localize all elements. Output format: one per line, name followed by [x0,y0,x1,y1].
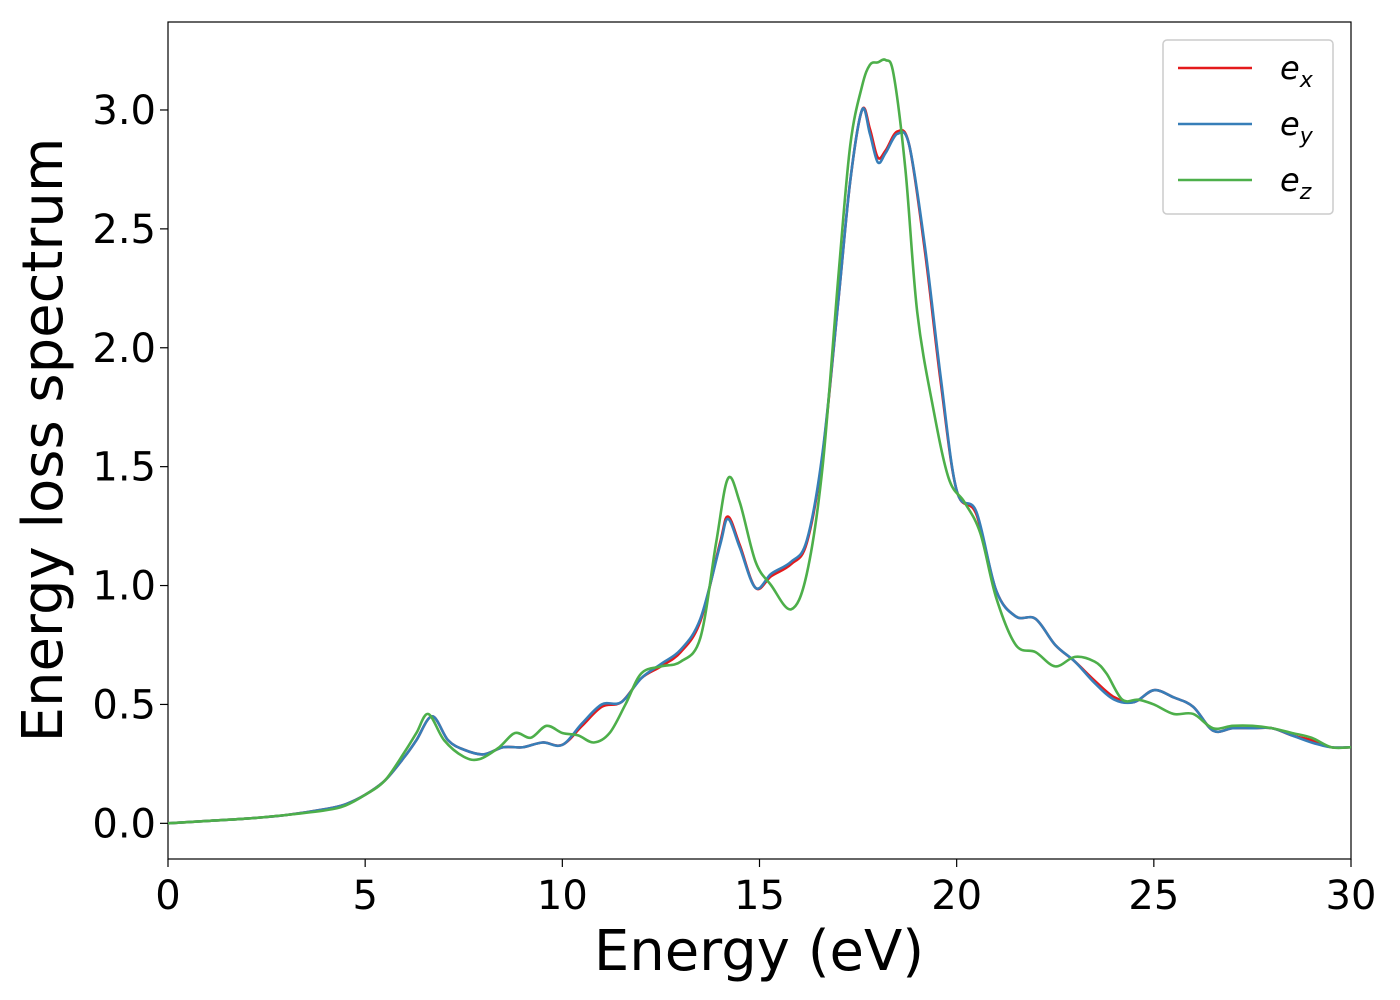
legend-label-z: ez [1280,161,1312,205]
x-tick-label: 20 [931,873,982,919]
y-tick-label: 2.0 [92,326,156,372]
y-tick-label: 2.5 [92,207,156,253]
y-tick-label: 3.0 [92,88,156,134]
x-tick-label: 0 [155,873,180,919]
y-tick-label: 1.5 [92,445,156,491]
legend-label-base: e [1280,161,1300,199]
legend-label-subscript: z [1299,180,1312,205]
x-axis-label: Energy (eV) [594,919,924,984]
legend-label-subscript: x [1299,68,1314,93]
legend-label-base: e [1280,49,1300,87]
legend-label-subscript: y [1299,124,1314,149]
y-tick-label: 0.5 [92,682,156,728]
series-line-z [167,58,1352,825]
legend-frame [1162,39,1334,215]
x-tick-label: 10 [537,873,588,919]
y-axis-label: Energy loss spectrum [11,138,76,743]
legend-label-y: ey [1280,105,1314,149]
y-tick-label: 1.0 [92,564,156,610]
series-layer [167,58,1352,825]
x-tick-label: 25 [1128,873,1179,919]
legend-label-base: e [1280,105,1300,143]
x-axis-ticks: 0 5 10 15 20 25 30 [155,859,1376,919]
x-tick-label: 30 [1326,873,1377,919]
legend-label-x: ex [1280,49,1314,93]
x-tick-label: 15 [734,873,785,919]
x-tick-label: 5 [352,873,377,919]
y-tick-label: 0.0 [92,801,156,847]
y-axis-ticks: 0.0 0.5 1.0 1.5 2.0 2.5 3.0 [92,88,168,847]
plot-area [167,21,1352,860]
